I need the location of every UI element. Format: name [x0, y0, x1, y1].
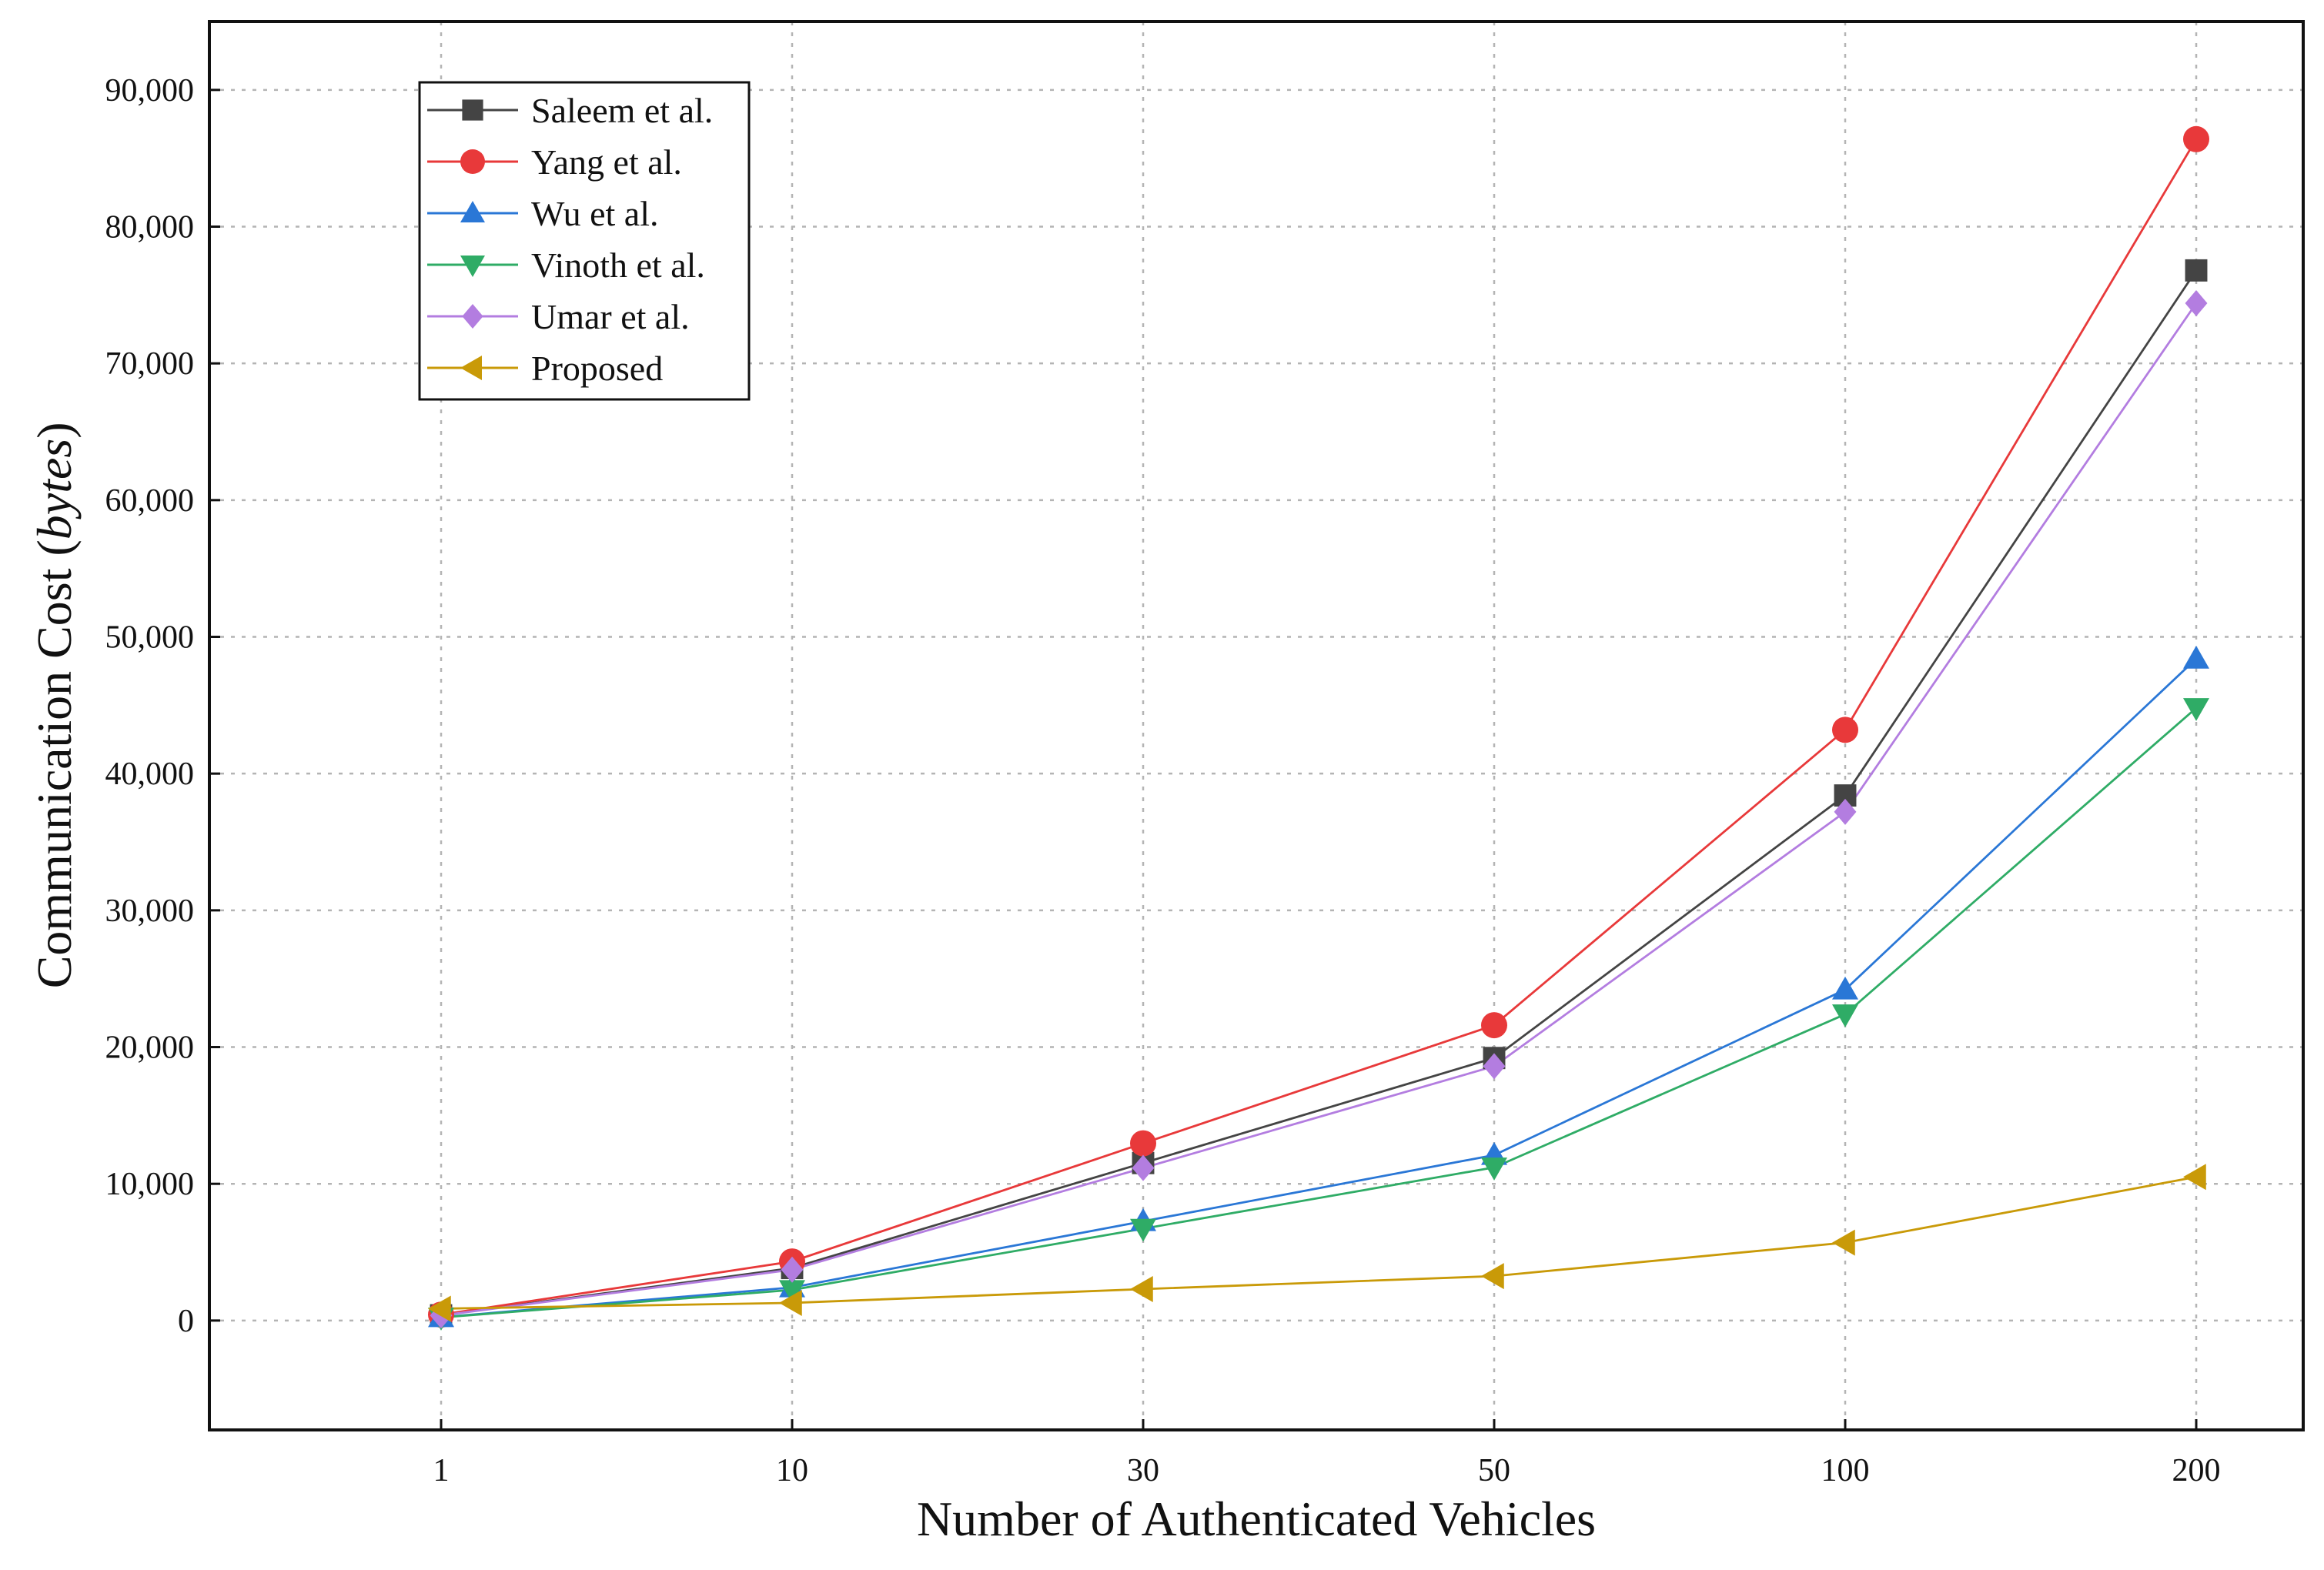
series-markers — [428, 125, 2209, 1331]
series-line — [440, 269, 2198, 1317]
y-tick-label: 30,000 — [105, 894, 195, 929]
data-point — [1834, 798, 1857, 825]
y-axis-title: Communication Cost (bytes) — [27, 422, 82, 988]
data-point — [1483, 1053, 1506, 1080]
legend-marker — [462, 99, 483, 121]
legend-marker — [460, 201, 485, 222]
legend-label: Yang et al. — [531, 142, 682, 182]
legend-label: Proposed — [531, 349, 663, 388]
data-point — [428, 1295, 451, 1322]
gridlines — [209, 22, 2303, 1430]
data-point — [1832, 1229, 1855, 1256]
legend-label: Saleem et al. — [531, 91, 713, 130]
legend-label: Umar et al. — [531, 297, 690, 336]
x-tick-label: 10 — [776, 1453, 808, 1488]
data-point — [2183, 698, 2209, 721]
data-point — [1832, 1004, 1858, 1027]
data-point — [1130, 1276, 1153, 1302]
data-point — [1481, 1263, 1504, 1290]
data-point — [1832, 976, 1858, 1000]
legend-box — [418, 81, 751, 401]
y-tick-label: 90,000 — [105, 73, 195, 109]
x-tick-label: 200 — [2172, 1453, 2221, 1488]
x-axis: 1 10 30 50 100 200 — [433, 1419, 2221, 1488]
x-tick-label: 30 — [1127, 1453, 1159, 1488]
y-tick-label: 10,000 — [105, 1167, 195, 1202]
y-tick-label: 80,000 — [105, 210, 195, 246]
legend-marker — [462, 304, 483, 329]
legend-label: Vinoth et al. — [531, 246, 705, 285]
data-point — [1130, 1130, 1156, 1157]
data-point — [1132, 1154, 1155, 1181]
plot-frame — [208, 20, 2305, 1431]
legend-marker — [460, 149, 485, 174]
x-axis-title: Number of Authenticated Vehicles — [917, 1492, 1596, 1546]
y-tick-label: 20,000 — [105, 1031, 195, 1066]
data-point — [1832, 717, 1858, 743]
data-point — [1481, 1157, 1507, 1181]
y-tick-label: 60,000 — [105, 483, 195, 519]
data-point — [2185, 290, 2208, 316]
data-point — [2183, 1164, 2206, 1191]
legend-marker — [460, 256, 485, 277]
series-line — [440, 706, 2197, 1319]
series-line — [440, 302, 2198, 1317]
y-tick-label: 40,000 — [105, 757, 195, 792]
data-point — [2183, 645, 2209, 669]
series-line — [440, 657, 2197, 1318]
y-axis: 0 10,000 20,000 30,000 40,000 50,000 60,000 70,… — [105, 73, 220, 1339]
legend-label: Wu et al. — [531, 194, 658, 233]
y-tick-label: 0 — [178, 1304, 194, 1339]
x-tick-label: 50 — [1478, 1453, 1510, 1488]
data-point — [1481, 1012, 1507, 1039]
legend: Saleem et al. Yang et al. Wu et al. Vinoth … — [418, 81, 751, 401]
data-point — [2185, 259, 2208, 282]
x-tick-label: 100 — [1821, 1453, 1870, 1488]
legend-marker — [460, 356, 482, 380]
x-tick-label: 1 — [433, 1453, 450, 1488]
y-tick-label: 50,000 — [105, 620, 195, 656]
y-tick-label: 70,000 — [105, 346, 195, 382]
data-point — [1130, 1218, 1156, 1242]
series-line — [440, 1175, 2197, 1310]
data-point — [779, 1289, 802, 1316]
data-point — [781, 1256, 804, 1283]
series-line — [440, 139, 2198, 1316]
data-point — [2183, 125, 2209, 152]
series-lines — [440, 139, 2198, 1319]
data-point — [779, 1280, 805, 1304]
